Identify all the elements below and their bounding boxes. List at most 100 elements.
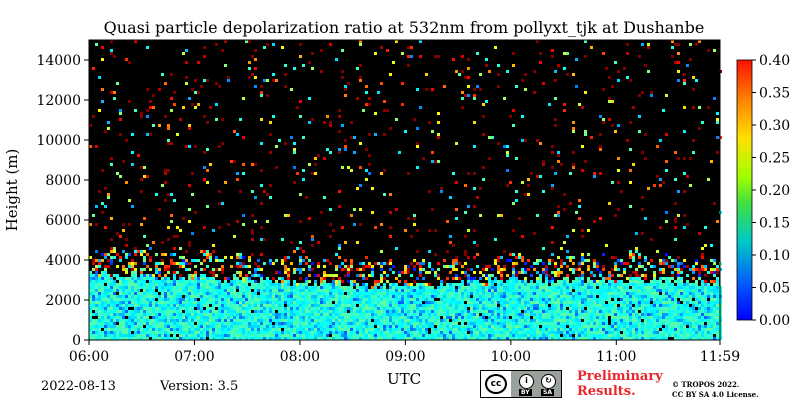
heatmap-cell xyxy=(125,310,128,313)
heatmap-cell xyxy=(518,253,521,256)
heatmap-cell xyxy=(260,94,263,97)
heatmap-cell xyxy=(596,262,599,265)
heatmap-cell xyxy=(146,253,149,256)
heatmap-cell xyxy=(266,316,269,319)
heatmap-cell xyxy=(395,328,398,331)
heatmap-cell xyxy=(317,298,320,301)
heatmap-cell xyxy=(494,322,497,325)
heatmap-cell xyxy=(620,190,623,193)
heatmap-cell xyxy=(257,301,260,304)
heatmap-cell xyxy=(287,337,290,340)
heatmap-cell xyxy=(590,328,593,331)
heatmap-cell xyxy=(176,271,179,274)
heatmap-cell xyxy=(167,310,170,313)
heatmap-cell xyxy=(299,316,302,319)
heatmap-cell xyxy=(122,304,125,307)
heatmap-cell xyxy=(128,265,131,268)
heatmap-cell xyxy=(260,334,263,337)
heatmap-cell xyxy=(101,322,104,325)
heatmap-cell xyxy=(545,307,548,310)
heatmap-cell xyxy=(584,283,587,286)
heatmap-cell xyxy=(359,301,362,304)
heatmap-cell xyxy=(239,334,242,337)
heatmap-cell xyxy=(632,289,635,292)
heatmap-cell xyxy=(332,325,335,328)
heatmap-cell xyxy=(227,298,230,301)
heatmap-cell xyxy=(590,337,593,340)
heatmap-cell xyxy=(365,310,368,313)
heatmap-cell xyxy=(347,334,350,337)
heatmap-cell xyxy=(113,274,116,277)
heatmap-cell xyxy=(617,319,620,322)
heatmap-cell xyxy=(356,97,359,100)
heatmap-cell xyxy=(395,310,398,313)
heatmap-cell xyxy=(512,289,515,292)
heatmap-cell xyxy=(98,292,101,295)
heatmap-cell xyxy=(575,316,578,319)
heatmap-cell xyxy=(215,286,218,289)
heatmap-cell xyxy=(200,277,203,280)
heatmap-cell xyxy=(251,322,254,325)
heatmap-cell xyxy=(308,268,311,271)
heatmap-cell xyxy=(584,130,587,133)
heatmap-cell xyxy=(512,295,515,298)
heatmap-cell xyxy=(410,298,413,301)
heatmap-cell xyxy=(425,286,428,289)
heatmap-cell xyxy=(416,295,419,298)
heatmap-cell xyxy=(452,289,455,292)
heatmap-cell xyxy=(515,307,518,310)
heatmap-cell xyxy=(176,328,179,331)
heatmap-cell xyxy=(488,295,491,298)
heatmap-cell xyxy=(575,298,578,301)
heatmap-cell xyxy=(557,292,560,295)
heatmap-cell xyxy=(581,286,584,289)
heatmap-cell xyxy=(218,85,221,88)
heatmap-cell xyxy=(170,253,173,256)
heatmap-cell xyxy=(560,304,563,307)
heatmap-cell xyxy=(491,286,494,289)
heatmap-cell xyxy=(398,319,401,322)
heatmap-cell xyxy=(566,250,569,253)
heatmap-cell xyxy=(404,271,407,274)
heatmap-cell xyxy=(653,277,656,280)
heatmap-cell xyxy=(341,310,344,313)
heatmap-cell xyxy=(593,301,596,304)
heatmap-cell xyxy=(251,190,254,193)
heatmap-cell xyxy=(647,313,650,316)
heatmap-cell xyxy=(452,307,455,310)
heatmap-cell xyxy=(410,319,413,322)
heatmap-cell xyxy=(473,205,476,208)
heatmap-cell xyxy=(374,289,377,292)
heatmap-cell xyxy=(524,88,527,91)
heatmap-cell xyxy=(593,286,596,289)
heatmap-cell xyxy=(134,271,137,274)
heatmap-cell xyxy=(122,325,125,328)
heatmap-cell xyxy=(338,190,341,193)
heatmap-cell xyxy=(416,166,419,169)
heatmap-cell xyxy=(494,331,497,334)
heatmap-cell xyxy=(554,79,557,82)
heatmap-cell xyxy=(467,328,470,331)
heatmap-cell xyxy=(218,301,221,304)
heatmap-cell xyxy=(254,271,257,274)
heatmap-cell xyxy=(113,256,116,259)
heatmap-cell xyxy=(254,331,257,334)
heatmap-cell xyxy=(545,304,548,307)
heatmap-cell xyxy=(263,337,266,340)
heatmap-cell xyxy=(650,265,653,268)
heatmap-cell xyxy=(377,331,380,334)
heatmap-cell xyxy=(197,319,200,322)
heatmap-cell xyxy=(338,295,341,298)
heatmap-cell xyxy=(107,259,110,262)
heatmap-cell xyxy=(386,49,389,52)
heatmap-cell xyxy=(632,319,635,322)
heatmap-cell xyxy=(635,337,638,340)
heatmap-cell xyxy=(128,199,131,202)
heatmap-cell xyxy=(128,301,131,304)
heatmap-cell xyxy=(266,325,269,328)
heatmap-cell xyxy=(560,262,563,265)
heatmap-cell xyxy=(155,193,158,196)
heatmap-cell xyxy=(344,94,347,97)
heatmap-cell xyxy=(317,289,320,292)
heatmap-cell xyxy=(350,322,353,325)
